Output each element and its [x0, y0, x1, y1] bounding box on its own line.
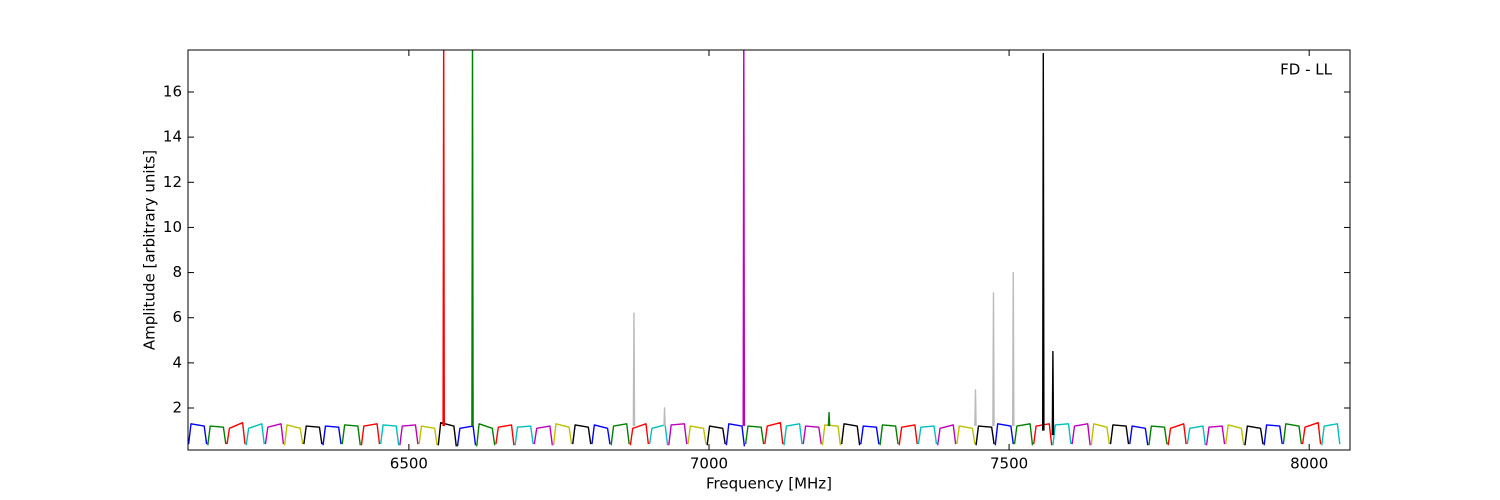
series-line — [188, 423, 1283, 447]
series-line — [245, 423, 1341, 446]
x-tick-label: 8000 — [1290, 455, 1328, 473]
series-line — [442, 50, 445, 427]
y-tick-label: 14 — [163, 128, 182, 146]
y-tick-label: 8 — [172, 263, 182, 281]
x-tick-label: 7000 — [690, 455, 728, 473]
plot-area — [188, 50, 1341, 447]
y-tick-label: 12 — [163, 173, 182, 191]
series-line — [742, 50, 746, 427]
y-tick-label: 4 — [172, 353, 182, 371]
series-line — [264, 423, 1226, 446]
series-line — [1011, 271, 1015, 427]
series-line — [827, 411, 831, 427]
series-line — [992, 292, 995, 427]
series-line — [632, 312, 636, 427]
x-tick-label: 7500 — [990, 455, 1028, 473]
series-line — [663, 407, 666, 427]
y-tick-label: 6 — [172, 308, 182, 326]
annotation: FD - LL — [1280, 61, 1332, 79]
series-line — [303, 421, 1264, 447]
series-line — [1041, 52, 1045, 431]
plot-frame — [187, 49, 1351, 451]
y-axis-label: Amplitude [arbitrary units] — [141, 150, 159, 350]
series-line — [471, 50, 474, 427]
y-tick-label: 2 — [172, 399, 182, 417]
series-line — [207, 423, 1303, 447]
y-tick-label: 10 — [163, 218, 182, 236]
series-line — [1051, 350, 1055, 436]
y-tick-label: 16 — [163, 82, 182, 100]
series-line — [283, 423, 1245, 446]
x-axis-label: Frequency [MHz] — [706, 475, 832, 493]
x-tick-label: 6500 — [390, 455, 428, 473]
series-line — [974, 389, 977, 427]
